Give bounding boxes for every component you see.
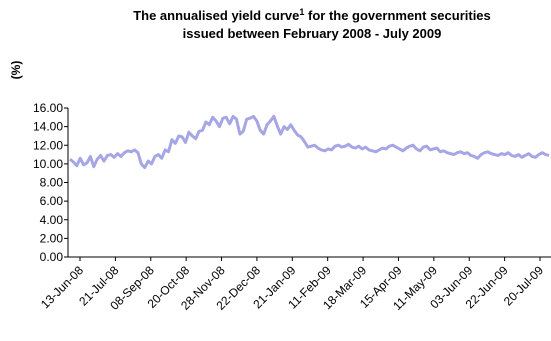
y-axis-label: (%) [9,61,23,80]
x-tick-label: 13-Jun-08 [38,263,86,311]
series-line [69,114,550,170]
x-axis: 13-Jun-0821-Jul-0808-Sep-0820-Oct-0828-N… [38,256,551,313]
chart-title-line-1: The annualised yield curve1 for the gove… [133,7,491,23]
y-tick-label: 8.00 [40,176,64,190]
y-tick-label: 4.00 [40,213,64,227]
y-axis: 0.00 2.00 4.00 6.00 8.00 10.00 12.00 14.00 16.00 [33,101,69,264]
series-group [69,114,550,170]
y-tick-label: 12.00 [33,138,63,152]
y-tick-label: 2.00 [40,231,64,245]
y-tick-label: 14.00 [33,120,63,134]
y-tick-label: 0.00 [40,250,64,264]
y-tick-label: 10.00 [33,157,63,171]
x-tick-label: 20-Jul-09 [501,263,547,309]
y-tick-label: 16.00 [33,101,63,115]
title-superscript: 1 [299,7,304,17]
chart-title-line-2: issued between February 2008 - July 2009 [183,26,442,41]
y-tick-label: 6.00 [40,194,64,208]
